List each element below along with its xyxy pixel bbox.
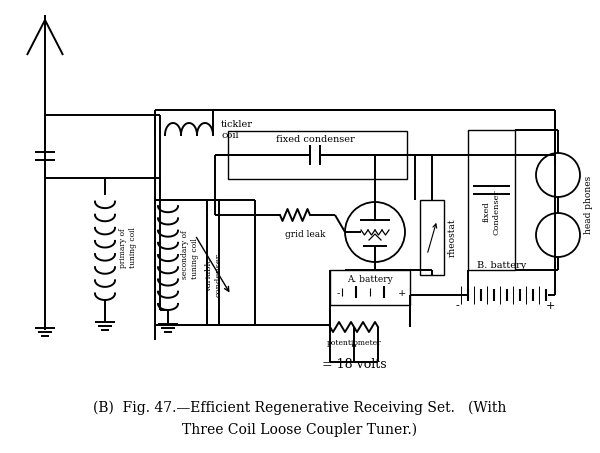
Text: A. battery: A. battery bbox=[347, 275, 393, 284]
Bar bbox=[420, 200, 444, 275]
Text: (B)  Fig. 47.—Efficient Regenerative Receiving Set.   (With: (B) Fig. 47.—Efficient Regenerative Rece… bbox=[94, 401, 506, 415]
Text: -: - bbox=[337, 289, 340, 298]
Bar bbox=[468, 130, 515, 270]
Text: tickler
coil: tickler coil bbox=[221, 120, 253, 140]
Text: fixed condenser: fixed condenser bbox=[275, 135, 355, 145]
Text: rheostat: rheostat bbox=[448, 218, 457, 257]
Text: grid leak: grid leak bbox=[285, 230, 325, 239]
Text: potentiometer: potentiometer bbox=[326, 339, 382, 347]
Text: secondary of
tuning coil: secondary of tuning coil bbox=[181, 231, 199, 280]
Text: B. battery: B. battery bbox=[477, 261, 526, 270]
Text: -: - bbox=[455, 301, 459, 311]
Bar bbox=[330, 270, 410, 305]
Text: +: + bbox=[398, 289, 406, 298]
Text: = 18 volts: = 18 volts bbox=[322, 358, 386, 371]
Text: head phones: head phones bbox=[584, 176, 593, 234]
Text: fixed
Condenser: fixed Condenser bbox=[483, 189, 500, 235]
Text: +: + bbox=[545, 301, 554, 311]
Text: primary of
tuning coil: primary of tuning coil bbox=[119, 227, 137, 268]
Text: variable
condenser: variable condenser bbox=[205, 253, 223, 297]
FancyBboxPatch shape bbox=[228, 131, 407, 179]
Text: Three Coil Loose Coupler Tuner.): Three Coil Loose Coupler Tuner.) bbox=[182, 423, 418, 437]
